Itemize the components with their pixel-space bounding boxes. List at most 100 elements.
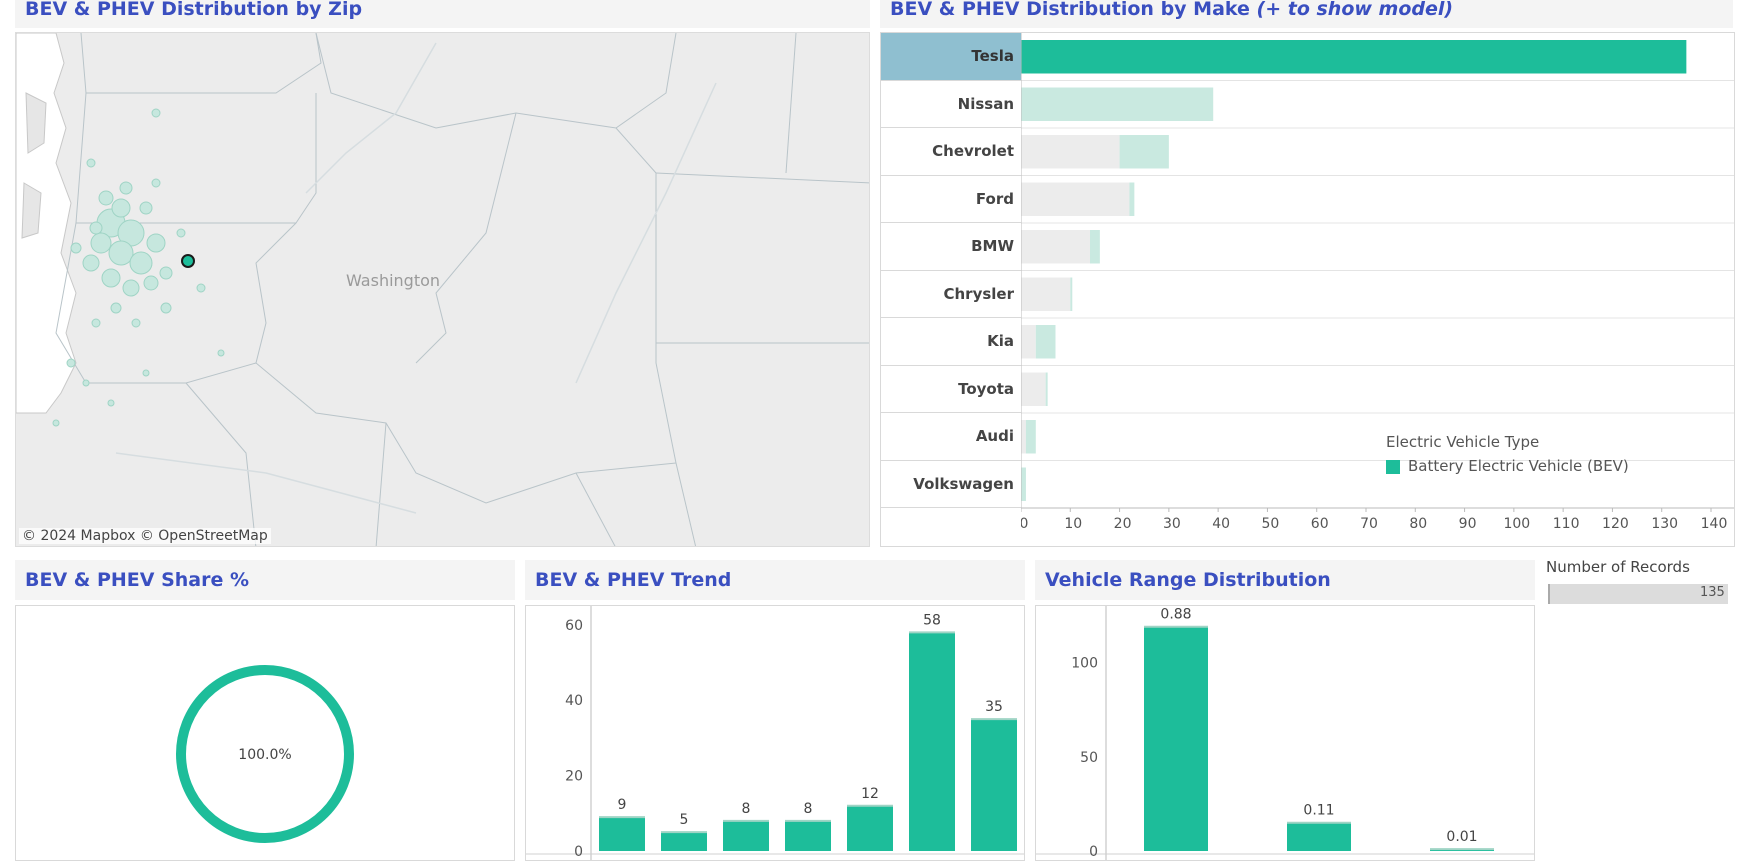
data-label: 8: [742, 801, 751, 817]
records-label: Number of Records: [1546, 558, 1690, 576]
zip-bubbles[interactable]: [52, 108, 225, 427]
legend-item[interactable]: Battery Electric Vehicle (BEV): [1386, 457, 1629, 475]
make-bar-ford[interactable]: [1129, 182, 1135, 217]
make-label-volkswagen[interactable]: Volkswagen: [881, 461, 1021, 508]
share-donut-chart[interactable]: 100.0%: [16, 606, 515, 861]
zip-bubble[interactable]: [176, 228, 186, 238]
x-tick-label: 30: [1163, 516, 1181, 532]
make-label-kia[interactable]: Kia: [881, 318, 1021, 366]
zip-bubble[interactable]: [98, 190, 114, 206]
y-tick-label: 40: [565, 693, 583, 709]
rivers: [115, 42, 717, 514]
make-bar-nissan[interactable]: [1021, 87, 1214, 122]
x-tick-label: 0: [1021, 516, 1028, 532]
range-bar-chart[interactable]: 0 50 100 0.88 0.11 0.01: [1036, 606, 1535, 861]
zip-bubble[interactable]: [159, 266, 173, 280]
make-bar-bmw[interactable]: [1090, 230, 1100, 264]
zip-bubble[interactable]: [160, 302, 172, 314]
x-tick-label: 120: [1602, 516, 1629, 532]
zip-bubble[interactable]: [107, 399, 115, 407]
zip-bubble[interactable]: [90, 232, 112, 254]
bar[interactable]: [971, 719, 1017, 851]
make-label-chevrolet[interactable]: Chevrolet: [881, 128, 1021, 176]
zip-distribution-map[interactable]: Washington © 2024 Mapbox © OpenStreetMap: [15, 32, 870, 547]
map-attribution[interactable]: © 2024 Mapbox © OpenStreetMap: [19, 528, 271, 544]
zip-bubble[interactable]: [86, 158, 96, 168]
make-label-bmw[interactable]: BMW: [881, 223, 1021, 271]
zip-bubble[interactable]: [142, 369, 150, 377]
x-tick-label: 70: [1360, 516, 1378, 532]
zip-bubble[interactable]: [196, 283, 206, 293]
make-label-audi[interactable]: Audi: [881, 413, 1021, 461]
make-bar-chevrolet[interactable]: [1119, 135, 1169, 169]
range-panel: 0 50 100 0.88 0.11 0.01: [1035, 605, 1535, 861]
zip-bubble[interactable]: [82, 379, 90, 387]
data-label: 0.01: [1446, 829, 1477, 845]
make-panel-title: BEV & PHEV Distribution by Make (+ to sh…: [880, 0, 1733, 28]
bar[interactable]: [661, 832, 707, 851]
share-donut-ring[interactable]: [176, 665, 354, 843]
x-tick-label: 50: [1262, 516, 1280, 532]
zip-bubble[interactable]: [151, 178, 161, 188]
zip-bubble[interactable]: [91, 318, 101, 328]
zip-bubble[interactable]: [146, 233, 166, 253]
make-bar-tesla[interactable]: [1021, 40, 1687, 74]
zip-bubble[interactable]: [89, 221, 103, 235]
zip-bubble[interactable]: [52, 419, 60, 427]
legend-swatch: [1386, 459, 1400, 474]
make-bar-chart[interactable]: 0 10 20 30 40 50 60 70 80 90 100 110 120 130 140: [1021, 33, 1735, 547]
y-tick-label: 100: [1071, 656, 1098, 672]
make-label-toyota[interactable]: Toyota: [881, 366, 1021, 413]
make-bar-background: [1021, 277, 1071, 311]
share-panel: 100.0%: [15, 605, 515, 861]
make-bar-background: [1021, 325, 1036, 359]
zip-bubble[interactable]: [122, 279, 140, 297]
zip-bubble[interactable]: [110, 302, 122, 314]
make-label-nissan[interactable]: Nissan: [881, 81, 1021, 128]
zip-bubble[interactable]: [119, 181, 133, 195]
records-value: 135: [1700, 585, 1725, 600]
zip-bubble[interactable]: [143, 275, 159, 291]
bar[interactable]: [599, 817, 645, 851]
bar[interactable]: [1287, 822, 1351, 851]
zip-bubble[interactable]: [108, 240, 134, 266]
x-tick-label: 80: [1409, 516, 1427, 532]
zip-bubble[interactable]: [151, 108, 161, 118]
bar[interactable]: [723, 820, 769, 851]
zip-bubble[interactable]: [82, 254, 100, 272]
zip-bubble[interactable]: [131, 318, 141, 328]
bar[interactable]: [847, 805, 893, 851]
zip-bubble[interactable]: [129, 251, 153, 275]
bar[interactable]: [1144, 626, 1208, 851]
make-bar-toyota[interactable]: [1045, 372, 1048, 407]
make-bar-chrysler[interactable]: [1070, 277, 1073, 312]
make-bar-kia[interactable]: [1035, 325, 1056, 359]
x-tick-label: 90: [1459, 516, 1477, 532]
make-label-chrysler[interactable]: Chrysler: [881, 271, 1021, 318]
make-bar-background: [1021, 230, 1090, 264]
zip-bubble[interactable]: [66, 358, 76, 368]
county-boundaries: [55, 33, 869, 546]
zip-bubble[interactable]: [70, 242, 82, 254]
make-bar-audi[interactable]: [1025, 420, 1036, 454]
make-label-ford[interactable]: Ford: [881, 176, 1021, 223]
make-panel: Tesla Nissan Chevrolet Ford BMW Chrysler Kia To…: [880, 32, 1735, 547]
zip-bubble[interactable]: [217, 349, 225, 357]
zip-bubble[interactable]: [101, 268, 121, 288]
legend-item-label: Battery Electric Vehicle (BEV): [1408, 457, 1629, 475]
zip-bubble[interactable]: [139, 201, 153, 215]
make-label-tesla[interactable]: Tesla: [881, 33, 1021, 81]
make-bar-background: [1021, 420, 1026, 454]
data-label: 5: [680, 812, 689, 828]
data-label: 8: [804, 801, 813, 817]
bar[interactable]: [785, 820, 831, 851]
y-tick-label: 20: [565, 769, 583, 785]
map-canvas[interactable]: Washington: [16, 33, 870, 547]
selected-zip-marker[interactable]: [181, 254, 195, 268]
records-bar[interactable]: [1548, 584, 1728, 604]
bar[interactable]: [909, 632, 955, 851]
make-bar-volkswagen[interactable]: [1021, 467, 1026, 502]
make-bar-background: [1021, 372, 1046, 406]
zip-bubble[interactable]: [111, 198, 131, 218]
